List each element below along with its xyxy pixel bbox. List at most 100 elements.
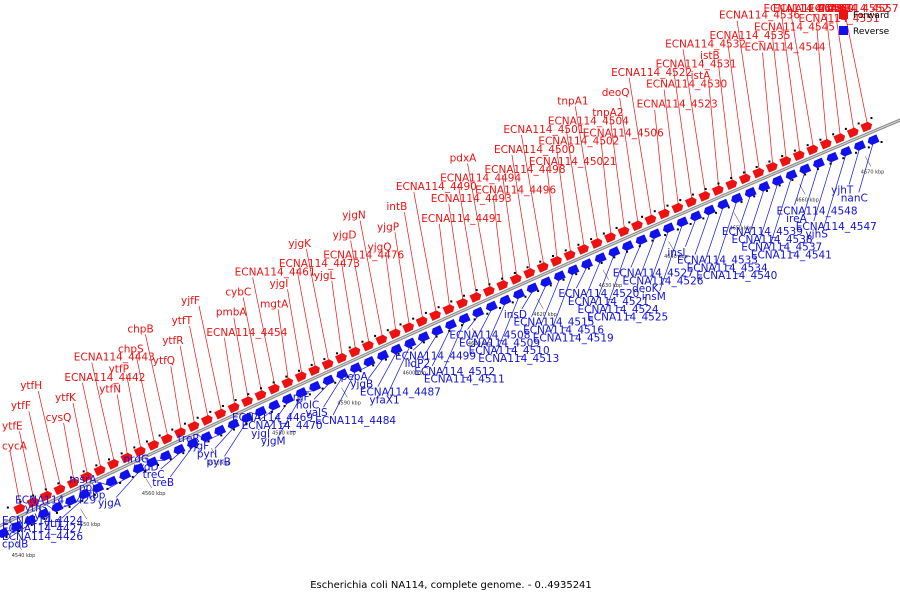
tick-mark [384, 358, 387, 361]
leader-line [106, 479, 125, 491]
tick-mark [778, 184, 781, 187]
scale-tick [537, 298, 544, 309]
gene-label: yjgI [270, 278, 289, 290]
tick-mark [234, 399, 237, 402]
gene-label: ECNA114_4552 [808, 3, 889, 15]
gene-block [254, 390, 267, 401]
gene-label: cycA [2, 440, 28, 452]
leader-line [816, 23, 827, 140]
leader-line [619, 97, 639, 222]
tick-mark [207, 440, 210, 443]
gene-arrow [703, 204, 716, 216]
gene-arrow [402, 322, 414, 334]
gene-block [472, 306, 485, 318]
tick-mark [93, 493, 96, 496]
gene-block [160, 433, 173, 445]
tick-mark [791, 178, 794, 181]
gene-block [335, 353, 347, 364]
tick-mark [486, 312, 489, 315]
gene-label: ECNA114_4491 [421, 213, 502, 225]
gene-label: istB [700, 50, 720, 62]
gene-block [254, 405, 267, 417]
leader-line [413, 191, 437, 312]
gene-label: treR [178, 433, 200, 445]
gene-arrow [456, 298, 468, 309]
gene-label: ECNA114_4470 [242, 420, 323, 432]
gene-block [294, 371, 307, 383]
gene-block [147, 440, 160, 451]
gene-label: yjgN [342, 210, 366, 222]
gene-arrow [509, 274, 522, 285]
gene-block [806, 144, 819, 156]
leader-line [758, 184, 778, 242]
gene-block [442, 304, 455, 315]
gene-block [308, 365, 320, 376]
gene-arrow [617, 226, 630, 238]
leader-line [825, 13, 841, 134]
gene-arrow [752, 167, 765, 179]
leader-line [404, 212, 423, 318]
gene-arrow [241, 412, 254, 423]
gene-label: ECNA114_4520 [558, 288, 639, 300]
leader-line [441, 322, 465, 374]
tick-mark [832, 133, 835, 136]
gene-label: ytfH [20, 380, 42, 392]
leader-line [72, 402, 88, 473]
gene-arrow [469, 292, 482, 303]
gene-arrow [717, 198, 730, 210]
gene-label: ytfT [172, 315, 193, 327]
gene-label: ECNA114_4519 [533, 332, 614, 344]
gene-arrow [711, 185, 724, 196]
gene-arrow [846, 127, 859, 138]
gene-block [469, 292, 482, 303]
tick-mark [793, 149, 796, 152]
gene-label: ppa [79, 482, 99, 494]
tick-mark [245, 422, 248, 425]
gene-label: yjgP [377, 221, 399, 233]
gene-arrow [254, 405, 267, 417]
gene-arrow [40, 490, 52, 502]
gene-label: ECNA114_4547 [796, 221, 877, 233]
gene-arrow [536, 262, 549, 273]
leader-line [511, 155, 531, 269]
gene-arrow [281, 377, 294, 389]
tick-mark [804, 173, 807, 176]
tick-mark [715, 211, 718, 214]
gene-arrow [51, 501, 64, 513]
tick-mark [145, 440, 148, 443]
tick-mark [336, 352, 339, 355]
gene-label: insD [504, 309, 527, 321]
gene-arrow [785, 169, 798, 180]
tick-mark [691, 193, 694, 196]
gene-label: nrdG [124, 453, 150, 465]
leader-line [858, 144, 874, 193]
gene-block [813, 157, 825, 169]
gene-arrow [321, 359, 334, 370]
leader-line [296, 269, 316, 367]
scale-tick [276, 417, 283, 428]
tick-mark [298, 369, 301, 372]
leader-line [486, 304, 505, 346]
gene-arrow [499, 294, 512, 306]
gene-label: yjgL [314, 270, 336, 282]
leader-line [268, 403, 288, 429]
gene-arrow [472, 306, 485, 318]
leader-line [169, 447, 193, 478]
leader-line [600, 138, 612, 234]
gene-block [241, 412, 254, 423]
leader-line [160, 453, 179, 470]
gene-label: ECNA114_4490 [396, 181, 477, 193]
gene-label: yjhS [805, 229, 828, 241]
gene-arrow [11, 520, 23, 532]
gene-block [772, 175, 784, 186]
leader-line [790, 13, 814, 146]
gene-label: ytfG [25, 502, 47, 514]
gene-block [854, 140, 866, 151]
gene-label: ECNA114_4498 [485, 164, 566, 176]
tick-mark [157, 464, 160, 467]
gene-arrow [160, 450, 172, 461]
tick-mark [562, 278, 565, 281]
gene-label: ECNA114_4454 [206, 327, 287, 339]
gene-arrow [806, 144, 819, 156]
gene-label: ECNA114_4429 [15, 495, 96, 507]
